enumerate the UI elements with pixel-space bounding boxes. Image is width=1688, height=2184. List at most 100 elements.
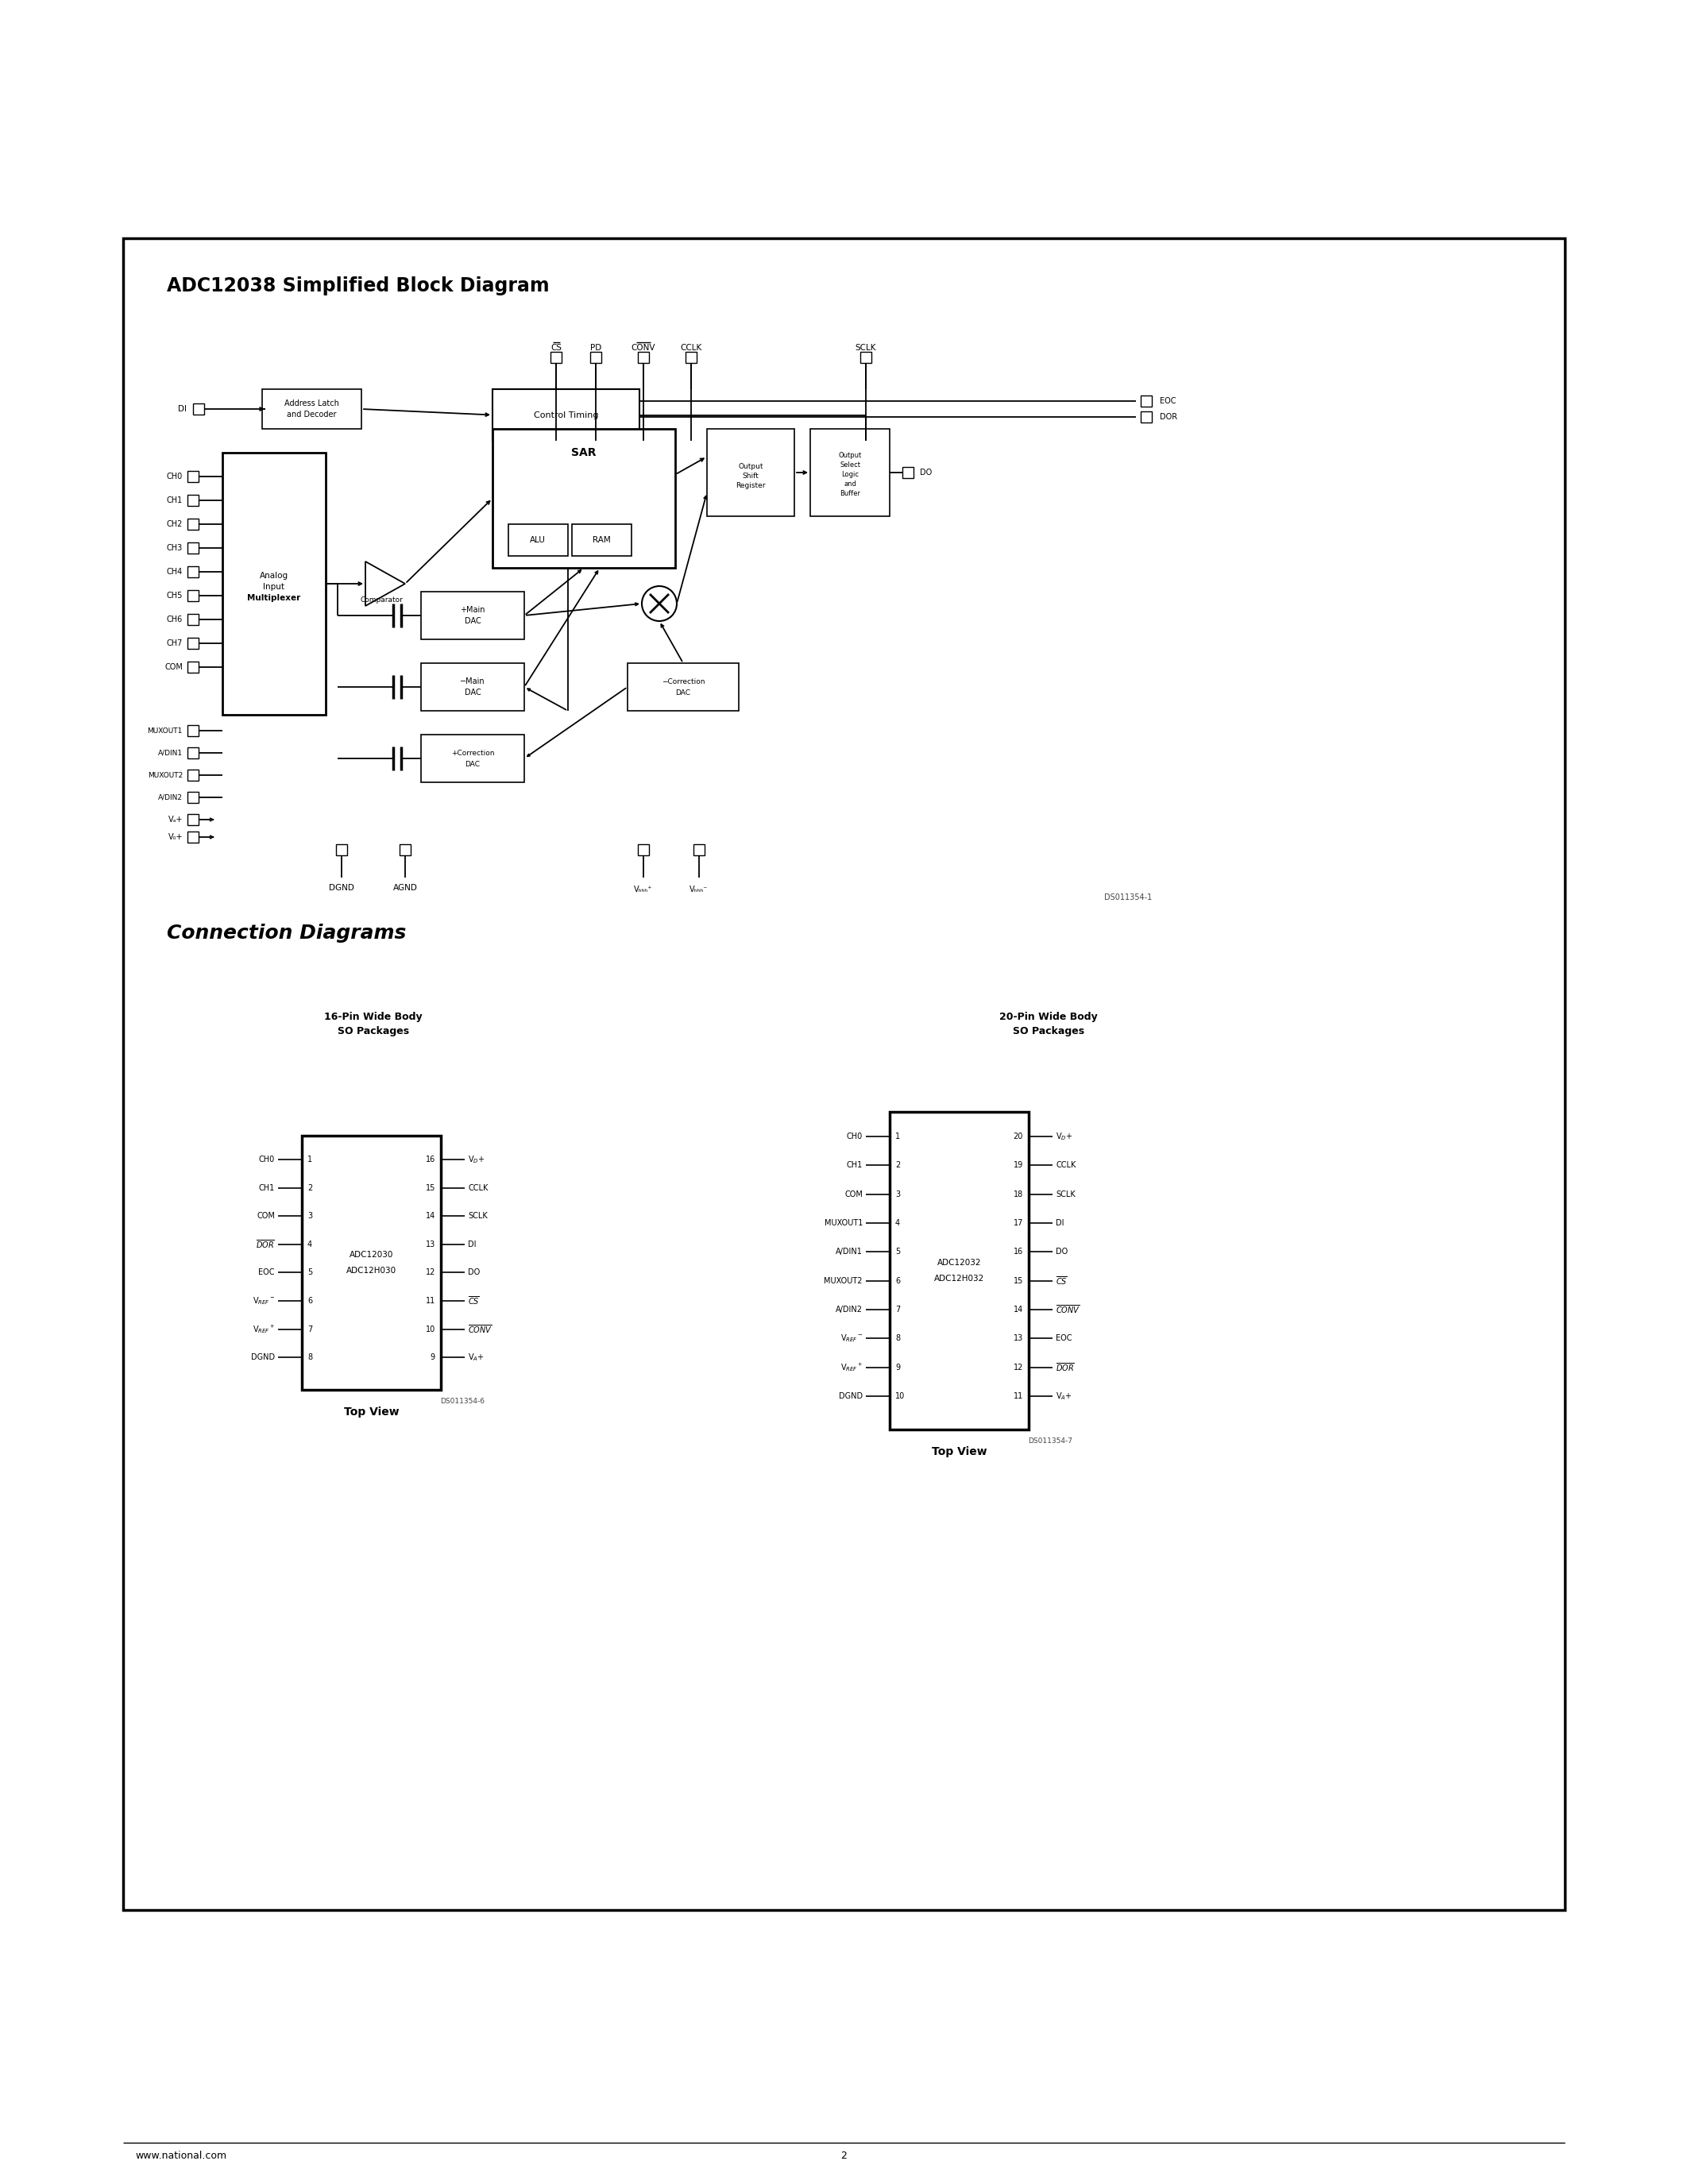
Bar [493,428,675,568]
Text: Top View: Top View [932,1446,987,1457]
Text: DAC: DAC [466,760,479,767]
Text: +Main: +Main [461,605,484,614]
Text: CH5: CH5 [167,592,182,601]
Text: CCLK: CCLK [468,1184,488,1192]
Text: Vₕₕₕ⁻: Vₕₕₕ⁻ [690,885,709,893]
Text: 12: 12 [1013,1363,1023,1372]
Text: MUXOUT2: MUXOUT2 [824,1278,863,1284]
Text: CH2: CH2 [167,520,182,529]
Text: and Decoder: and Decoder [287,411,336,419]
Text: A/DIN2: A/DIN2 [836,1306,863,1313]
Text: CH0: CH0 [167,472,182,480]
Bar [187,472,199,483]
Text: 17: 17 [1013,1219,1023,1227]
Text: www.national.com: www.national.com [135,2151,226,2162]
Text: ADC12032: ADC12032 [937,1258,981,1267]
Text: Select: Select [839,461,861,467]
Text: $\overline{DOR}$: $\overline{DOR}$ [1055,1361,1075,1374]
Text: 12: 12 [425,1269,436,1278]
Text: Input: Input [263,583,285,592]
Text: MUXOUT1: MUXOUT1 [147,727,182,734]
Text: SCLK: SCLK [856,343,876,352]
Text: 13: 13 [425,1241,436,1249]
Text: CH6: CH6 [167,616,182,622]
Bar [123,238,1565,1911]
Text: DI: DI [1055,1219,1063,1227]
Text: CONV: CONV [631,343,655,352]
Text: DAC: DAC [464,618,481,625]
Text: CS: CS [550,343,562,352]
Text: V$_D$+: V$_D$+ [468,1153,484,1164]
Text: CCLK: CCLK [1055,1162,1075,1168]
Bar [187,638,199,649]
Bar [707,428,795,515]
Text: SO Packages: SO Packages [1013,1026,1084,1035]
Text: 11: 11 [1013,1393,1023,1400]
Text: DAC: DAC [464,688,481,697]
Text: 16: 16 [1013,1247,1023,1256]
Text: SCLK: SCLK [468,1212,488,1221]
Bar [638,845,648,856]
Text: Buffer: Buffer [839,489,861,496]
Bar [302,1136,441,1389]
Text: AGND: AGND [393,885,417,891]
Text: V$_{REF}$$^-$: V$_{REF}$$^-$ [252,1295,275,1306]
Text: Multiplexer: Multiplexer [248,594,300,603]
Bar [420,664,525,710]
Bar [262,389,361,428]
Bar [187,542,199,553]
Text: DAC: DAC [675,688,690,697]
Bar [187,662,199,673]
Text: 1: 1 [895,1133,900,1140]
Text: A/DIN1: A/DIN1 [159,749,182,756]
Text: DGND: DGND [252,1354,275,1361]
Text: Register: Register [736,483,766,489]
Text: 19: 19 [1013,1162,1023,1168]
Bar [187,769,199,780]
Bar [685,352,697,363]
Text: Address Latch: Address Latch [284,400,339,408]
Text: CCLK: CCLK [680,343,702,352]
Bar [187,832,199,843]
Text: CH0: CH0 [258,1155,275,1164]
Text: A/DIN1: A/DIN1 [836,1247,863,1256]
Text: 14: 14 [1013,1306,1023,1313]
Text: MUXOUT2: MUXOUT2 [147,771,182,780]
Text: 8: 8 [895,1334,900,1343]
Text: 9: 9 [430,1354,436,1361]
Text: COM: COM [164,664,182,670]
Text: V$_{REF}$$^+$: V$_{REF}$$^+$ [252,1324,275,1334]
Text: 2: 2 [307,1184,312,1192]
Text: 6: 6 [895,1278,900,1284]
Text: $\overline{CS}$: $\overline{CS}$ [1055,1275,1067,1286]
Text: 15: 15 [1013,1278,1023,1284]
Bar [187,747,199,758]
Text: 15: 15 [425,1184,436,1192]
Bar [187,566,199,577]
Text: ADC12H030: ADC12H030 [346,1267,397,1275]
Text: Top View: Top View [344,1406,398,1417]
Text: 3: 3 [895,1190,900,1199]
Text: DI: DI [468,1241,476,1249]
Text: −Correction: −Correction [662,677,706,686]
Text: 10: 10 [425,1326,436,1332]
Text: 4: 4 [307,1241,312,1249]
Bar [223,452,326,714]
Text: Output: Output [839,452,861,459]
Text: 13: 13 [1013,1334,1023,1343]
Bar [861,352,871,363]
Text: A/DIN2: A/DIN2 [159,793,182,802]
Text: 1: 1 [307,1155,312,1164]
Text: 20-Pin Wide Body: 20-Pin Wide Body [999,1011,1097,1022]
Text: 16: 16 [425,1155,436,1164]
Text: 14: 14 [425,1212,436,1221]
Text: 6: 6 [307,1297,312,1304]
Bar [187,815,199,826]
Bar [187,590,199,601]
Text: V$_A$+: V$_A$+ [1055,1391,1072,1402]
Text: EOC: EOC [1160,397,1177,404]
Text: DO: DO [920,470,932,476]
Bar [336,845,348,856]
Text: Connection Diagrams: Connection Diagrams [167,924,407,943]
Text: Logic: Logic [841,470,859,478]
